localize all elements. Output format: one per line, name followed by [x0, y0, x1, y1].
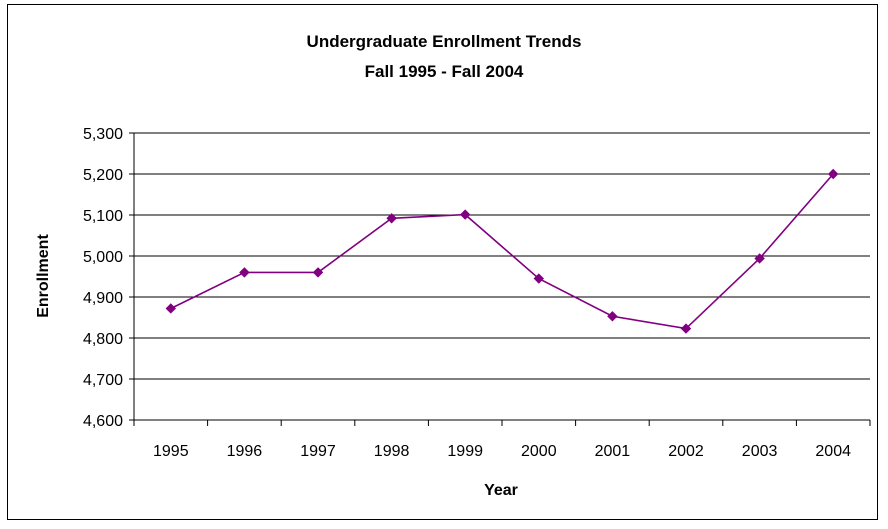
data-point-1996 [239, 267, 250, 278]
data-point-2003 [754, 253, 765, 264]
series-enrollment [165, 168, 839, 334]
data-point-1998 [386, 213, 397, 224]
series-line [170, 173, 834, 330]
y-tick-label: 5,000 [83, 249, 123, 266]
y-axis-label: Enrollment [35, 234, 52, 318]
x-axis-ticks: 1995 1996 1997 1998 1999 2000 2001 2002 2003 2004 [133, 420, 871, 460]
y-tick-label: 5,200 [83, 167, 123, 184]
data-point-1997 [312, 267, 324, 278]
x-tick-label: 1999 [447, 443, 483, 460]
y-tick-label: 4,800 [83, 331, 123, 348]
x-tick-label: 1995 [153, 443, 189, 460]
y-tick-label: 5,300 [83, 126, 123, 143]
x-tick-label: 2003 [742, 443, 778, 460]
x-tick-label: 2004 [815, 443, 851, 460]
data-point-2001 [607, 311, 618, 322]
x-tick-label: 2000 [521, 443, 557, 460]
axes [133, 133, 870, 421]
data-point-2004 [827, 168, 839, 180]
y-tick-label: 4,600 [83, 413, 123, 430]
y-axis-ticks: 4,600 4,700 4,800 4,900 5,000 5,100 5,200 5,300 [83, 126, 134, 430]
data-point-2000 [533, 273, 545, 284]
data-point-2002 [680, 323, 692, 334]
chart-title: Undergraduate Enrollment Trends [307, 32, 582, 51]
y-tick-label: 5,100 [83, 208, 123, 225]
chart-subtitle: Fall 1995 - Fall 2004 [365, 62, 524, 81]
gridlines [134, 132, 870, 380]
chart-frame [7, 4, 878, 520]
x-tick-label: 2002 [668, 443, 704, 460]
data-point-1995 [165, 303, 177, 314]
x-tick-label: 2001 [595, 443, 631, 460]
data-point-1999 [459, 209, 471, 220]
x-tick-label: 1997 [300, 443, 336, 460]
y-tick-label: 4,900 [83, 290, 123, 307]
x-tick-label: 1998 [374, 443, 410, 460]
x-tick-label: 1996 [227, 443, 263, 460]
y-tick-label: 4,700 [83, 372, 123, 389]
x-axis-label: Year [484, 482, 518, 499]
